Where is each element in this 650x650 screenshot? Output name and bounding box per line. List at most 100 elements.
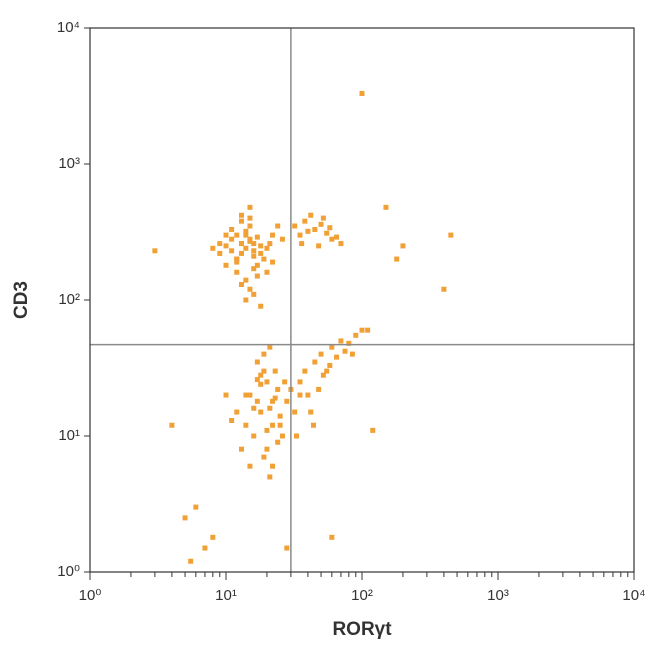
data-point	[229, 418, 235, 424]
data-point	[238, 446, 244, 452]
data-point	[254, 359, 260, 365]
data-point	[338, 338, 344, 344]
data-point	[297, 232, 303, 238]
data-point	[243, 245, 249, 251]
y-tick-label: 10⁰	[57, 563, 80, 580]
data-point	[238, 282, 244, 288]
data-point	[346, 340, 352, 346]
data-point	[272, 395, 278, 401]
data-point	[229, 236, 235, 242]
data-point	[349, 351, 355, 357]
x-tick-label: 10³	[487, 587, 509, 604]
data-point	[234, 256, 240, 262]
data-point	[279, 236, 285, 242]
data-point	[279, 433, 285, 439]
data-point	[182, 515, 188, 521]
data-point	[312, 226, 318, 232]
data-point	[400, 243, 406, 249]
data-point	[238, 212, 244, 218]
data-point	[320, 372, 326, 378]
data-point	[254, 273, 260, 279]
data-point	[299, 241, 305, 247]
data-point	[329, 534, 335, 540]
x-axis-title: RORγt	[332, 619, 392, 640]
y-tick-label: 10¹	[58, 427, 80, 444]
data-point	[238, 218, 244, 224]
data-point	[247, 204, 253, 210]
data-point	[329, 236, 335, 242]
data-point	[217, 250, 223, 256]
data-point	[270, 398, 276, 404]
data-point	[292, 409, 298, 415]
data-point	[210, 245, 216, 251]
y-tick-label: 10³	[58, 155, 80, 172]
data-point	[258, 381, 264, 387]
data-point	[243, 297, 249, 303]
data-point	[261, 454, 267, 460]
data-point	[229, 226, 235, 232]
data-point	[318, 351, 324, 357]
data-point	[324, 230, 330, 236]
data-point	[329, 344, 335, 350]
data-point	[243, 232, 249, 238]
data-point	[353, 332, 359, 338]
data-point	[272, 368, 278, 374]
data-point	[275, 386, 281, 392]
data-point	[243, 392, 249, 398]
data-point	[284, 545, 290, 551]
data-point	[234, 259, 240, 265]
data-point	[247, 236, 253, 242]
data-point	[223, 232, 229, 238]
data-point	[234, 232, 240, 238]
data-point	[258, 250, 264, 256]
data-point	[297, 379, 303, 385]
y-tick-label: 10⁴	[57, 19, 80, 36]
data-point	[284, 398, 290, 404]
x-tick-label: 10¹	[215, 587, 237, 604]
data-point	[312, 359, 318, 365]
data-point	[264, 446, 270, 452]
data-point	[311, 422, 317, 428]
data-point	[210, 534, 216, 540]
data-point	[267, 344, 273, 350]
data-point	[254, 377, 260, 383]
data-point	[394, 256, 400, 262]
data-point	[251, 291, 257, 297]
data-point	[251, 266, 257, 272]
data-point	[334, 354, 340, 360]
data-point	[247, 286, 253, 292]
data-point	[275, 439, 281, 445]
data-point	[247, 463, 253, 469]
data-point	[267, 405, 273, 411]
data-point	[342, 348, 348, 354]
x-tick-label: 10⁰	[79, 587, 102, 604]
data-point	[448, 232, 454, 238]
data-point	[188, 558, 194, 564]
data-point	[308, 409, 314, 415]
data-point	[251, 433, 257, 439]
data-point	[261, 351, 267, 357]
y-tick-label: 10²	[58, 291, 80, 308]
data-point	[254, 262, 260, 268]
data-point	[324, 368, 330, 374]
data-point	[223, 243, 229, 249]
data-point	[305, 392, 311, 398]
data-point	[334, 234, 340, 240]
data-point	[251, 248, 257, 254]
data-point	[297, 392, 303, 398]
data-point	[251, 253, 257, 259]
data-point	[277, 422, 283, 428]
x-tick-label: 10²	[351, 587, 373, 604]
data-point	[267, 241, 273, 247]
data-point	[258, 372, 264, 378]
data-point	[238, 250, 244, 256]
data-point	[234, 269, 240, 275]
data-point	[302, 368, 308, 374]
data-point	[327, 362, 333, 368]
data-point	[223, 262, 229, 268]
data-point	[229, 248, 235, 254]
data-point	[251, 241, 257, 247]
data-point	[308, 212, 314, 218]
data-point	[282, 379, 288, 385]
